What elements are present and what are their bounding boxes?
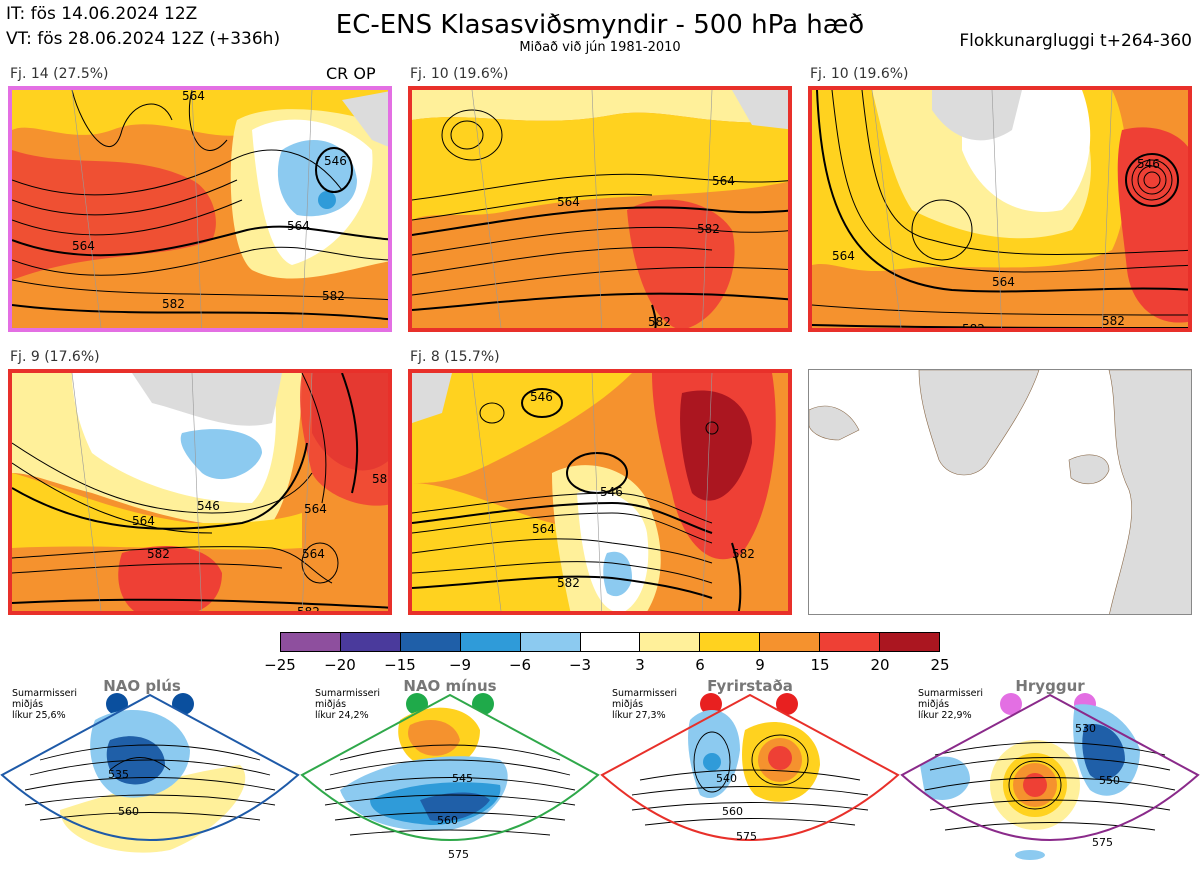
regime-contour-label: 560 xyxy=(722,805,743,818)
contour-label: 582 xyxy=(322,289,345,303)
contour-label: 582 xyxy=(648,315,671,329)
contour-label: 582 xyxy=(557,576,580,590)
contour-label: 582 xyxy=(697,222,720,236)
regime-contour-label: 530 xyxy=(1075,722,1096,735)
colorbar-swatch xyxy=(400,633,461,651)
contour-label: 582 xyxy=(297,605,320,615)
cluster-map-4: 564 546 582 564 564 582 582 xyxy=(8,369,392,615)
contour-label: 564 xyxy=(532,522,555,536)
regime-contour-label: 545 xyxy=(452,772,473,785)
colorbar-tick-label: 25 xyxy=(930,656,950,674)
regime-contour-label: 560 xyxy=(437,814,458,827)
contour-label: 564 xyxy=(132,514,155,528)
regime-dot xyxy=(776,693,798,715)
regime-map-ridge: 530 550 575 xyxy=(900,693,1200,860)
regime-contour-label: 575 xyxy=(736,830,757,843)
colorbar-swatch xyxy=(460,633,521,651)
contour-label: 582 xyxy=(732,547,755,561)
empty-base-map xyxy=(808,369,1192,615)
colorbar-swatch xyxy=(340,633,401,651)
page-title: EC-ENS Klasasviðsmyndir - 500 hPa hæð xyxy=(335,10,865,40)
colorbar-tick-label: 20 xyxy=(870,656,890,674)
colorbar: −25 −20 −15 −9 −6 −3 3 6 9 15 20 25 xyxy=(264,632,950,674)
contour-label: 564 xyxy=(182,90,205,103)
cluster-1-extra: CR OP xyxy=(326,64,376,83)
colorbar-tick-label: 3 xyxy=(635,656,645,674)
regime-note-blocking: Sumarmisseri miðjás líkur 27,3% xyxy=(612,688,678,721)
cluster-5-label: Fj. 8 (15.7%) xyxy=(410,349,500,365)
colorbar-swatch xyxy=(520,633,581,651)
regime-contour-label: 575 xyxy=(1092,836,1113,849)
contour-label: 582 xyxy=(147,547,170,561)
initial-time: IT: fös 14.06.2024 12Z xyxy=(6,4,198,24)
regime-title-nao-plus: NAO plús xyxy=(103,677,181,695)
cluster-map-2: 564 564 582 582 xyxy=(408,86,792,332)
valid-time: VT: fös 28.06.2024 12Z (+336h) xyxy=(6,29,281,49)
regime-contour-label: 560 xyxy=(118,805,139,818)
contour-label: 564 xyxy=(712,174,735,188)
contour-label: 582 xyxy=(372,472,392,486)
regime-dot xyxy=(700,693,722,715)
colorbar-swatch xyxy=(640,633,701,651)
colorbar-swatches xyxy=(280,632,940,652)
contour-label: 564 xyxy=(302,547,325,561)
cluster-1-label: Fj. 14 (27.5%) xyxy=(10,66,109,82)
cluster-4-label: Fj. 9 (17.6%) xyxy=(10,349,100,365)
regime-dot xyxy=(1000,693,1022,715)
contour-label: 582 xyxy=(1102,314,1125,328)
regime-contour-label: 575 xyxy=(448,848,469,861)
regime-map-nao-minus: 545 560 575 xyxy=(300,693,600,861)
colorbar-swatch xyxy=(580,633,641,651)
regime-maps: 535 560 545 560 575 540 56 xyxy=(0,693,1200,861)
colorbar-tick-label: −3 xyxy=(568,656,592,674)
contour-label: 564 xyxy=(304,502,327,516)
cluster-map-1: 564 564 582 546 564 582 xyxy=(8,86,392,332)
page-subtitle: Miðað við jún 1981-2010 xyxy=(519,40,681,55)
regime-note-nao-plus: Sumarmisseri miðjás líkur 25,6% xyxy=(12,688,78,721)
colorbar-tick-label: −25 xyxy=(264,656,296,674)
contour-label: 546 xyxy=(324,154,347,168)
colorbar-tick-label: 9 xyxy=(755,656,765,674)
classification-window: Flokkunargluggi t+264-360 xyxy=(959,31,1192,51)
regime-title-blocking: Fyrirstaða xyxy=(707,677,793,695)
contour-label: 546 xyxy=(600,485,623,499)
contour-label: 546 xyxy=(530,390,553,404)
contour-label: 564 xyxy=(287,219,310,233)
contour-label: 564 xyxy=(72,239,95,253)
colorbar-tick-label: −20 xyxy=(324,656,356,674)
cluster-map-3: 546 564 564 582 582 xyxy=(808,86,1192,332)
regime-title-ridge: Hryggur xyxy=(1015,677,1085,695)
colorbar-swatch xyxy=(760,633,821,651)
regime-contour-label: 550 xyxy=(1099,774,1120,787)
regime-title-nao-minus: NAO mínus xyxy=(403,677,497,695)
colorbar-swatch xyxy=(700,633,761,651)
cluster-3-label: Fj. 10 (19.6%) xyxy=(810,66,909,82)
colorbar-tick-label: 6 xyxy=(695,656,705,674)
regime-map-nao-plus: 535 560 xyxy=(0,693,300,853)
colorbar-swatch xyxy=(281,633,341,651)
contour-label: 564 xyxy=(992,275,1015,289)
cluster-2-label: Fj. 10 (19.6%) xyxy=(410,66,509,82)
colorbar-tick-label: −9 xyxy=(448,656,472,674)
contour-label: 582 xyxy=(962,322,985,332)
colorbar-swatch xyxy=(880,633,939,651)
colorbar-swatch xyxy=(820,633,881,651)
regime-note-ridge: Sumarmisseri miðjás líkur 22,9% xyxy=(918,688,984,721)
contour-label: 546 xyxy=(197,499,220,513)
regime-contour-label: 535 xyxy=(108,768,129,781)
regime-note-nao-minus: Sumarmisseri miðjás líkur 24,2% xyxy=(315,688,381,721)
colorbar-tick-label: −15 xyxy=(384,656,416,674)
contour-label: 564 xyxy=(832,249,855,263)
regime-map-blocking: 540 560 575 xyxy=(600,693,900,843)
contour-label: 564 xyxy=(557,195,580,209)
contour-label: 546 xyxy=(1137,157,1160,171)
regime-contour-label: 540 xyxy=(716,772,737,785)
cluster-map-5: 546 564 546 582 582 xyxy=(408,369,792,615)
colorbar-tick-label: 15 xyxy=(810,656,830,674)
colorbar-tick-label: −6 xyxy=(508,656,532,674)
contour-label: 582 xyxy=(162,297,185,311)
